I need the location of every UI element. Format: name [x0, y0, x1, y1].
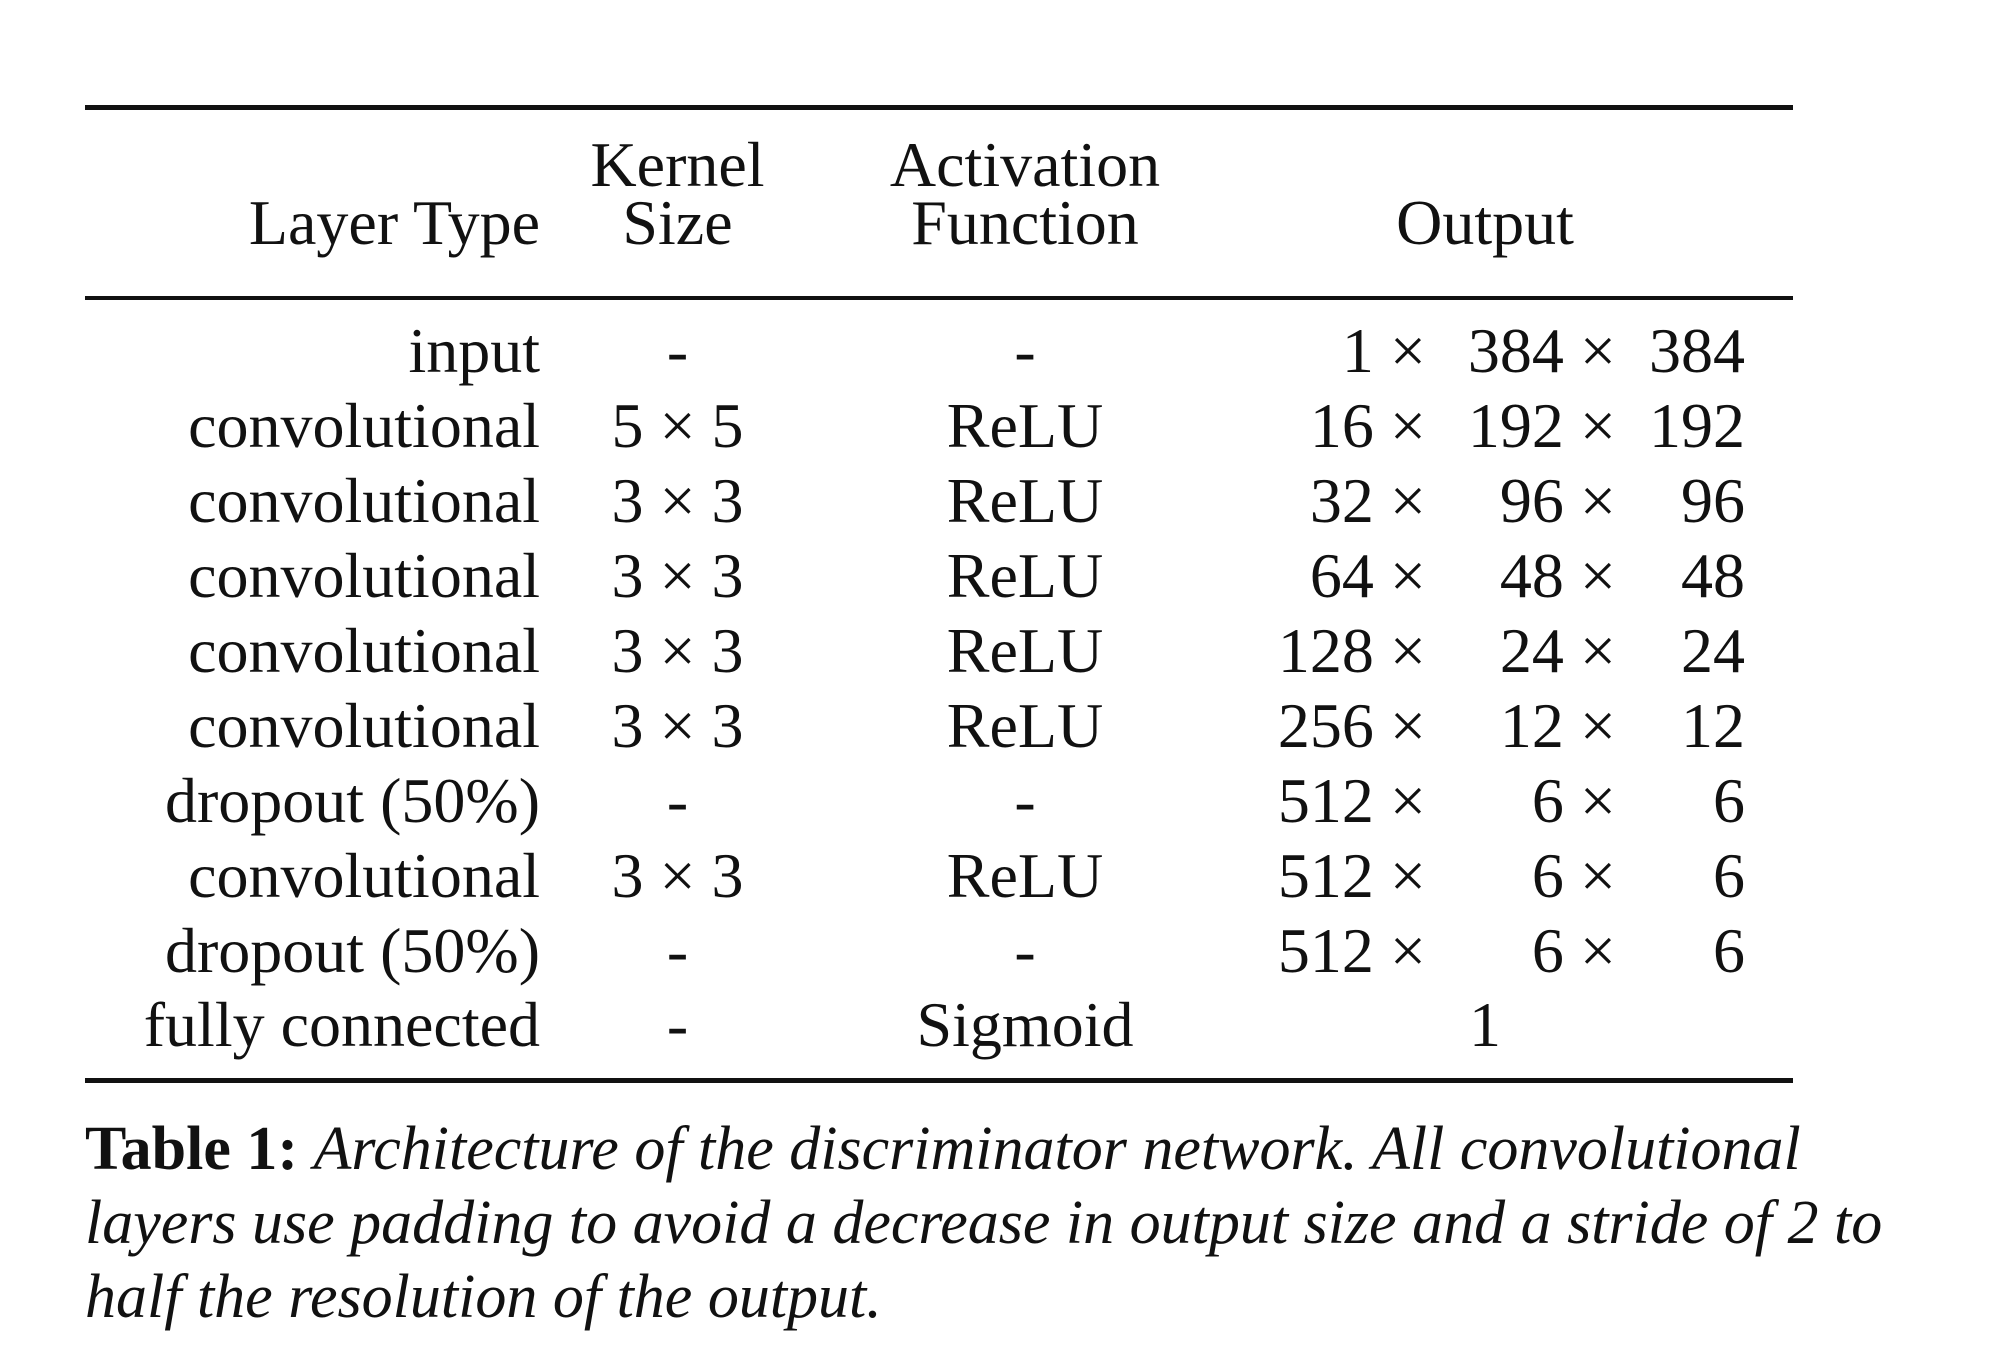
- cell-activation: ReLU: [946, 615, 1104, 686]
- cell-output-height: 384 ×: [1467, 315, 1616, 386]
- cell-layer-type: dropout (50%): [164, 915, 540, 986]
- cell-output-channels: 512 ×: [1277, 840, 1426, 911]
- cell-output-width: 96: [1681, 465, 1745, 536]
- cell-layer-type: convolutional: [188, 540, 540, 611]
- cell-output-channels: 256 ×: [1277, 690, 1426, 761]
- bottom-rule: [85, 1078, 1793, 1083]
- cell-kernel-size: 3 × 3: [611, 690, 744, 761]
- last-row-activation: Sigmoid: [916, 989, 1134, 1060]
- cell-kernel-size: 3 × 3: [611, 540, 744, 611]
- header-kernel-line2: Size: [622, 187, 733, 258]
- cell-kernel-size: -: [666, 315, 689, 386]
- cell-output-height: 24 ×: [1499, 615, 1616, 686]
- cell-activation: ReLU: [946, 390, 1104, 461]
- cell-kernel-size: 3 × 3: [611, 465, 744, 536]
- cell-output-height: 6 ×: [1531, 915, 1616, 986]
- caption-text: Architecture of the discriminator networ…: [85, 1115, 1883, 1331]
- caption-label: Table 1:: [85, 1115, 299, 1183]
- cell-output-channels: 16 ×: [1309, 390, 1426, 461]
- cell-output-channels: 1 ×: [1341, 315, 1426, 386]
- cell-activation: -: [1014, 765, 1036, 836]
- cell-output-width: 192: [1649, 390, 1745, 461]
- cell-activation: ReLU: [946, 840, 1104, 911]
- cell-output-channels: 512 ×: [1277, 765, 1426, 836]
- cell-output-height: 48 ×: [1499, 540, 1616, 611]
- last-row-kernel: -: [666, 989, 689, 1060]
- cell-activation: -: [1014, 315, 1036, 386]
- cell-output-width: 48: [1681, 540, 1745, 611]
- cell-output-channels: 512 ×: [1277, 915, 1426, 986]
- top-rule: [85, 105, 1793, 110]
- cell-activation: ReLU: [946, 540, 1104, 611]
- cell-kernel-size: 3 × 3: [611, 615, 744, 686]
- cell-activation: ReLU: [946, 690, 1104, 761]
- cell-output-width: 6: [1713, 765, 1745, 836]
- cell-output-height: 192 ×: [1467, 390, 1616, 461]
- cell-activation: -: [1014, 915, 1036, 986]
- cell-layer-type: dropout (50%): [164, 765, 540, 836]
- cell-layer-type: convolutional: [188, 390, 540, 461]
- cell-output-height: 6 ×: [1531, 765, 1616, 836]
- cell-output-width: 6: [1713, 840, 1745, 911]
- last-row-layer: fully connected: [143, 989, 540, 1060]
- header-layer-type: Layer Type: [248, 187, 540, 258]
- cell-output-channels: 128 ×: [1277, 615, 1426, 686]
- cell-layer-type: convolutional: [188, 465, 540, 536]
- cell-layer-type: input: [408, 315, 540, 386]
- cell-kernel-size: 5 × 5: [611, 390, 744, 461]
- header-activation-line2: Function: [911, 187, 1139, 258]
- cell-kernel-size: -: [666, 765, 689, 836]
- cell-output-width: 384: [1649, 315, 1745, 386]
- table-caption: Table 1: Architecture of the discriminat…: [85, 1112, 1885, 1334]
- cell-output-width: 24: [1681, 615, 1745, 686]
- cell-layer-type: convolutional: [188, 690, 540, 761]
- cell-output-channels: 32 ×: [1309, 465, 1426, 536]
- header-output: Output: [1396, 187, 1574, 258]
- cell-activation: ReLU: [946, 465, 1104, 536]
- cell-output-height: 12 ×: [1499, 690, 1616, 761]
- last-row-output: 1: [1469, 989, 1501, 1060]
- header-activation-line1: Activation: [889, 129, 1161, 200]
- cell-output-channels: 64 ×: [1309, 540, 1426, 611]
- cell-layer-type: convolutional: [188, 840, 540, 911]
- cell-layer-type: convolutional: [188, 615, 540, 686]
- cell-output-width: 12: [1681, 690, 1745, 761]
- header-rule: [85, 296, 1793, 300]
- cell-kernel-size: 3 × 3: [611, 840, 744, 911]
- cell-output-height: 6 ×: [1531, 840, 1616, 911]
- header-kernel-line1: Kernel: [590, 129, 765, 200]
- cell-output-height: 96 ×: [1499, 465, 1616, 536]
- cell-kernel-size: -: [666, 915, 689, 986]
- cell-output-width: 6: [1713, 915, 1745, 986]
